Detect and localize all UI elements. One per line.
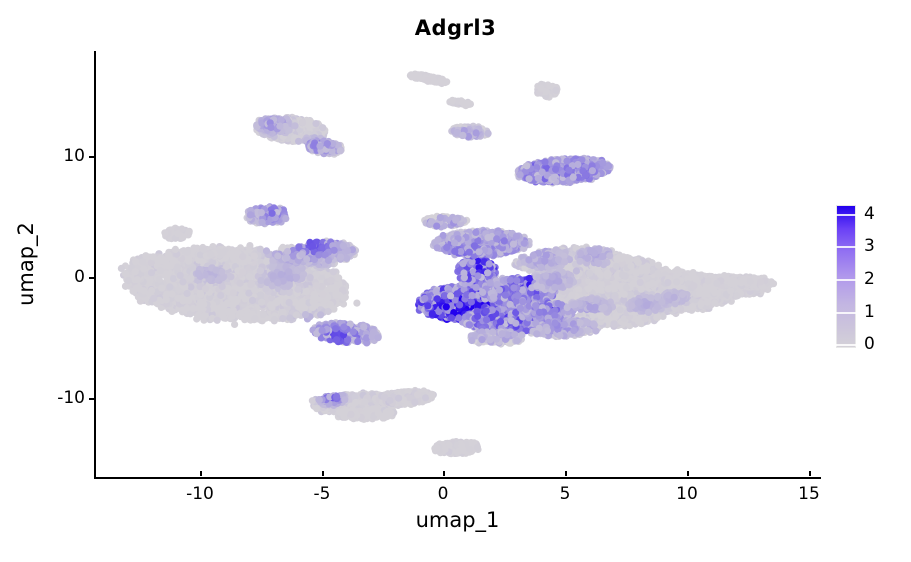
x-tick-label: 10	[676, 484, 698, 504]
x-tick-mark	[443, 471, 445, 476]
y-tick-label-group: 10 0 -10	[0, 0, 85, 562]
y-axis-spine	[94, 51, 96, 479]
colorbar-tick-mark	[836, 246, 856, 248]
y-tick-label: -10	[57, 388, 85, 408]
colorbar-tick-mark	[836, 214, 856, 216]
x-tick-mark	[687, 471, 689, 476]
colorbar-tick-label: 0	[864, 334, 875, 354]
x-tick-label: -10	[186, 484, 214, 504]
colorbar-gradient	[837, 206, 855, 347]
y-tick-mark	[89, 277, 94, 279]
colorbar-tick-label: 4	[864, 204, 875, 224]
y-tick-label: 0	[74, 267, 85, 287]
y-tick-mark	[89, 398, 94, 400]
x-axis-title: umap_1	[415, 508, 500, 532]
x-tick-mark	[200, 471, 202, 476]
colorbar-tick-label: 2	[864, 269, 875, 289]
colorbar-tick-mark	[836, 279, 856, 281]
x-axis-spine	[94, 477, 821, 479]
page-title: Adgrl3	[414, 16, 497, 40]
x-tick-label: -5	[313, 484, 331, 504]
x-tick-mark	[565, 471, 567, 476]
x-tick-mark	[322, 471, 324, 476]
x-tick-label: 5	[559, 484, 571, 504]
colorbar-tick-label: 3	[864, 236, 875, 256]
x-tick-mark	[809, 471, 811, 476]
colorbar	[836, 205, 856, 348]
x-tick-label: 15	[798, 484, 820, 504]
y-tick-label: 10	[63, 146, 85, 166]
x-tick-label: 0	[437, 484, 449, 504]
y-axis-title: umap_2	[14, 222, 38, 306]
colorbar-tick-label: 1	[864, 302, 875, 322]
colorbar-tick-mark	[836, 312, 856, 314]
y-tick-mark	[89, 156, 94, 158]
colorbar-tick-mark	[836, 344, 856, 346]
